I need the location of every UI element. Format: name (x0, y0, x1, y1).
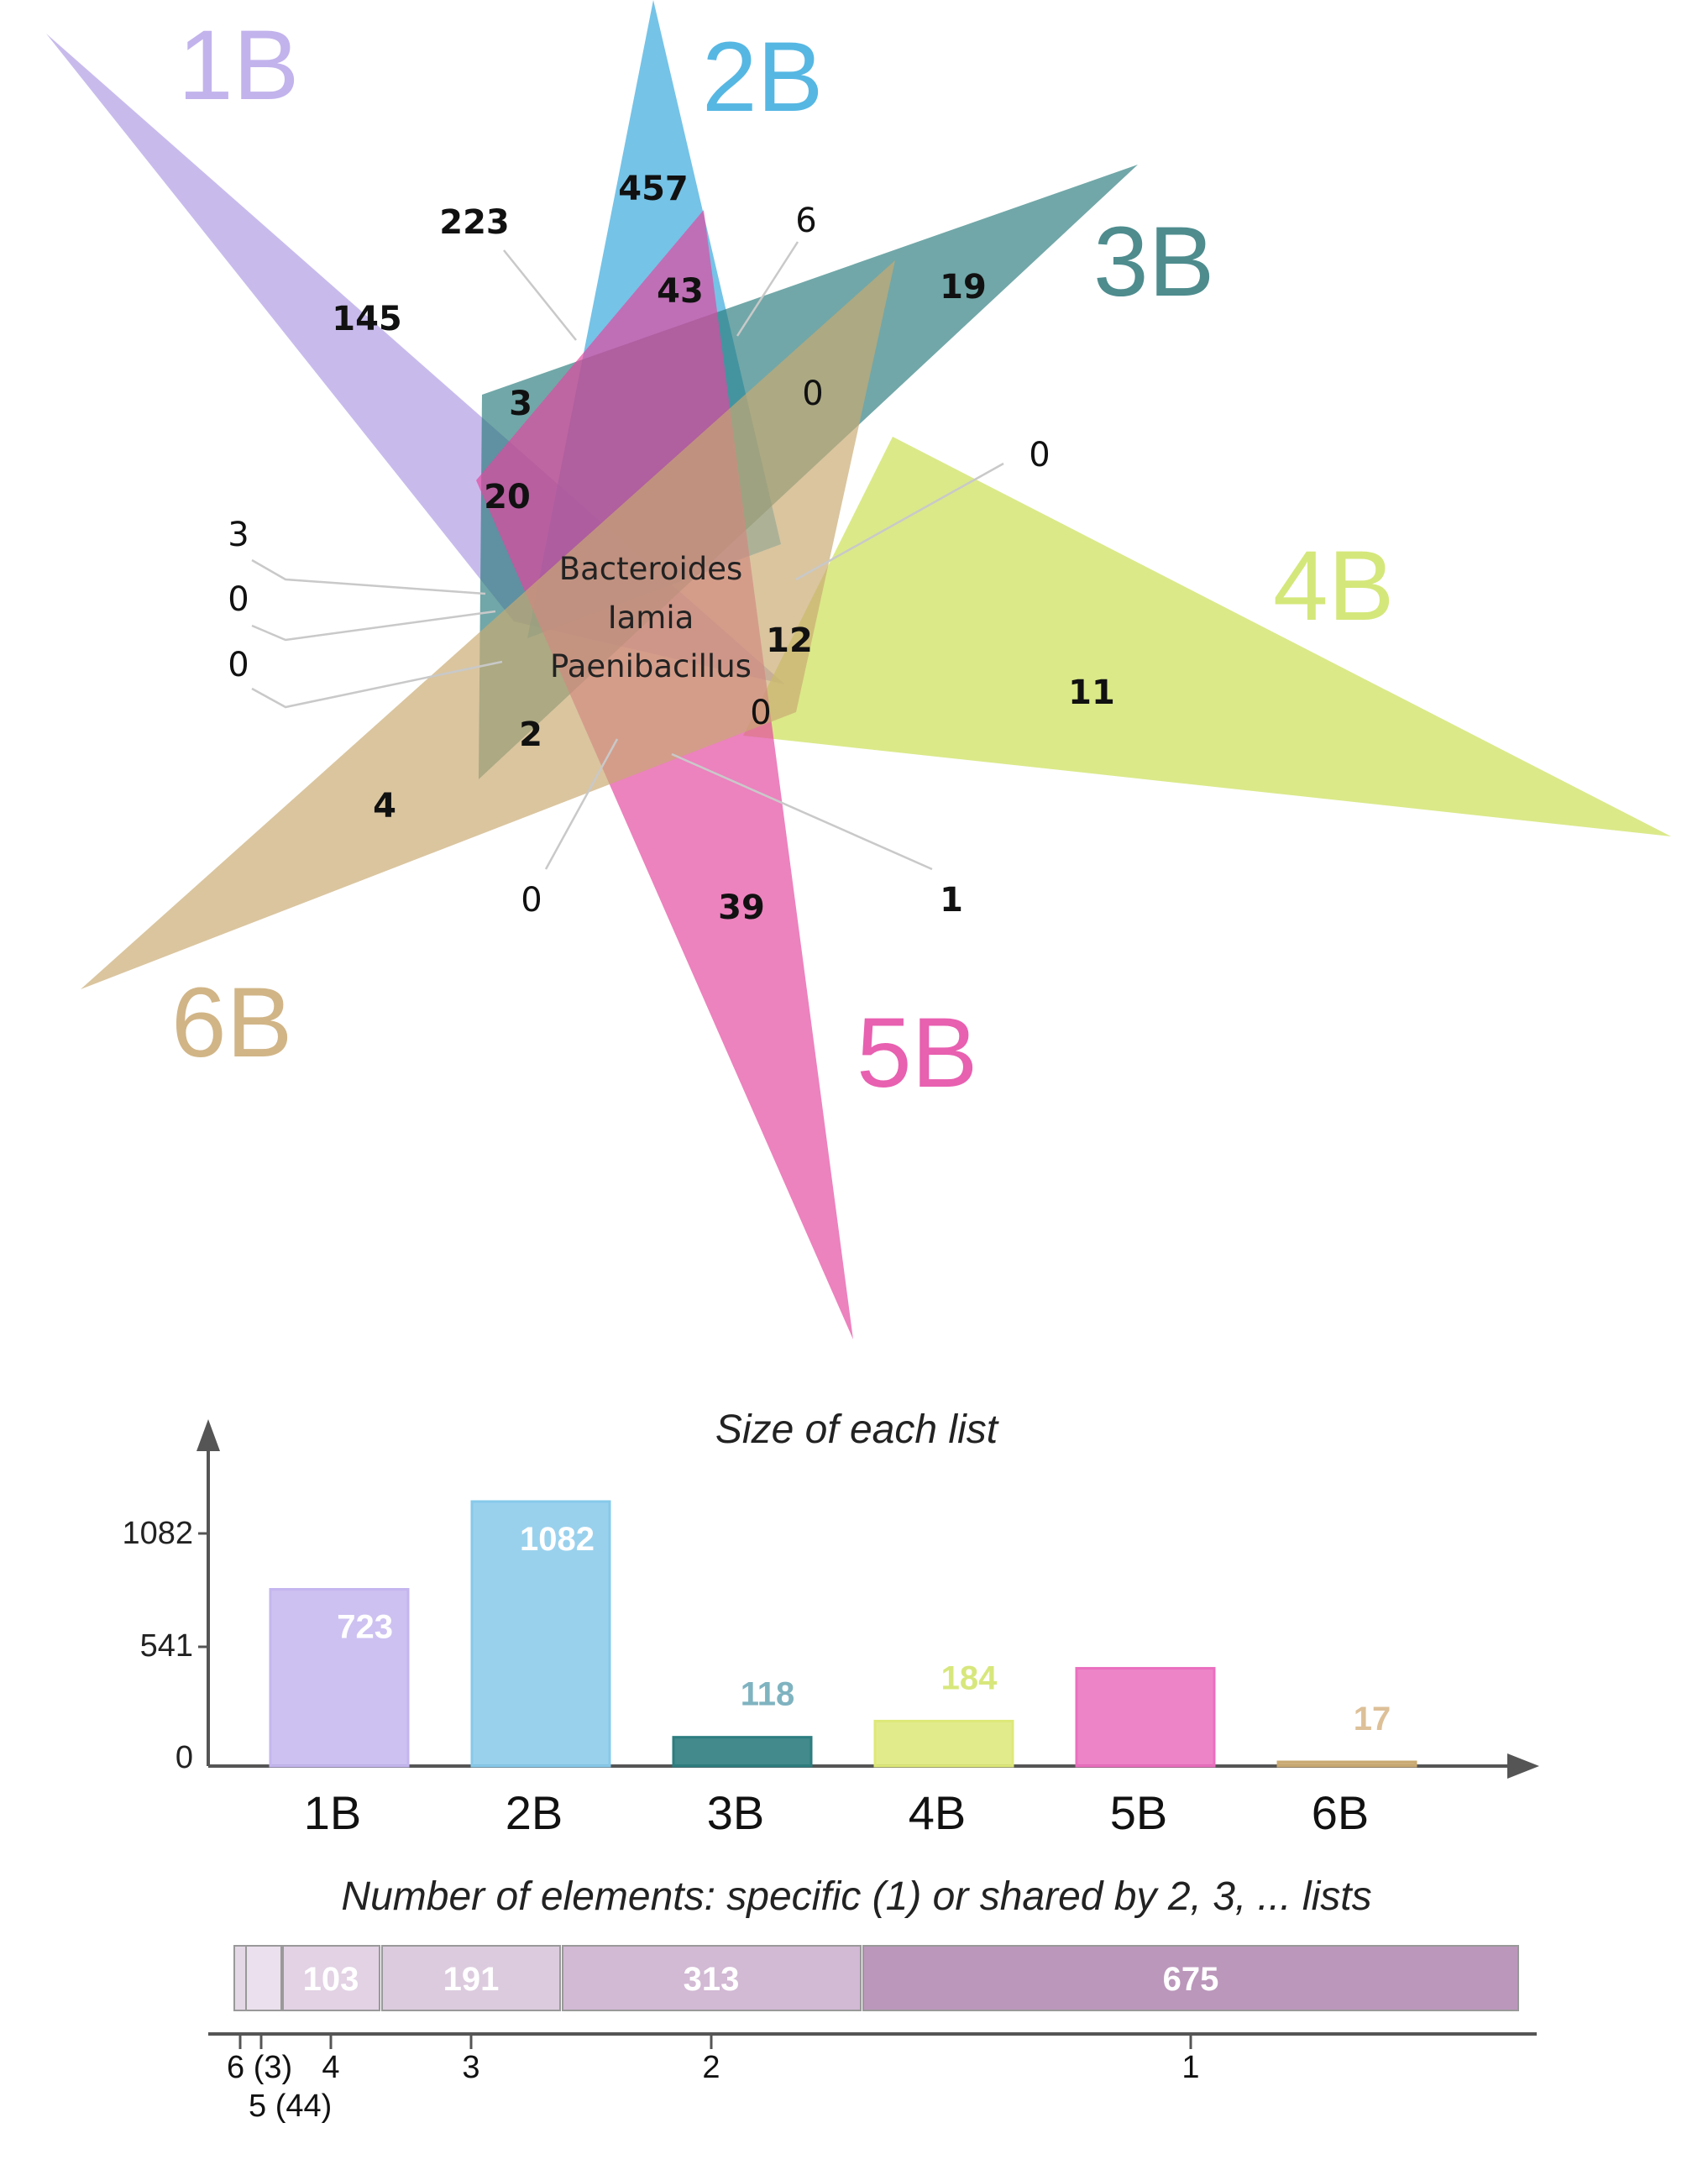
set-label-3B: 3B (1093, 207, 1214, 317)
distribution-segment-1 (862, 1945, 1519, 2011)
bar-category-4B: 4B (909, 1786, 967, 1839)
bar-1B (269, 1588, 410, 1768)
bar-6B (1276, 1760, 1417, 1768)
count-region-223: 223 (439, 203, 510, 242)
distribution-title: Number of elements: specific (1) or shar… (341, 1874, 1371, 1919)
size-chart-y-tick-zero: 0 (176, 1740, 193, 1775)
distribution-tick-marks (238, 2034, 1192, 2049)
bar-value-6B: 17 (1354, 1701, 1391, 1738)
distribution-segment-6 (233, 1945, 247, 2011)
size-chart-y-tick-mid: 541 (140, 1628, 193, 1664)
set-label-2B: 2B (702, 22, 823, 133)
bar-category-5B: 5B (1110, 1786, 1168, 1839)
distribution-value-2: 313 (684, 1961, 740, 1998)
distribution-tick-2: 2 (702, 2050, 720, 2085)
center-element-1: Bacteroides (559, 551, 743, 587)
count-region-43: 43 (657, 272, 704, 311)
set-label-5B: 5B (857, 998, 977, 1109)
bar-3B (672, 1736, 813, 1768)
size-chart-y-arrow (196, 1419, 220, 1451)
bar-5B (1075, 1667, 1216, 1768)
count-region-0-top: 0 (802, 375, 823, 413)
count-region-0-left-a: 0 (228, 580, 249, 619)
distribution-tick-4: 4 (322, 2050, 339, 2085)
bar-2B (470, 1500, 611, 1768)
count-region-0-center: 0 (750, 694, 771, 732)
set-5B-triangle (476, 210, 853, 1339)
distribution-value-4: 103 (303, 1961, 359, 1998)
set-label-6B: 6B (171, 967, 292, 1078)
distribution-segment-2 (562, 1945, 862, 2011)
bar-value-4B: 184 (941, 1659, 998, 1696)
distribution-value-1: 675 (1163, 1961, 1219, 1998)
distribution-chart: Number of elements: specific (1) or shar… (208, 1874, 1537, 2124)
distribution-segment-5 (245, 1945, 282, 2011)
count-region-20: 20 (484, 478, 531, 516)
venn-diagram: 1B 2B 3B 4B 5B 6B 145 457 19 11 39 4 223… (46, 0, 1671, 1339)
size-chart-bars: 723 1B 1082 2B 118 3B 184 4B 400 5B 17 6B (269, 1500, 1417, 1839)
count-region-6: 6 (795, 202, 816, 240)
count-only-5B: 39 (718, 888, 765, 927)
count-region-3-top: 3 (509, 385, 532, 423)
count-region-0-bottom: 0 (521, 881, 542, 920)
set-label-4B: 4B (1273, 531, 1394, 642)
bar-value-2B: 1082 (520, 1521, 595, 1558)
count-only-1B: 145 (332, 300, 402, 338)
center-element-2: Iamia (608, 600, 694, 636)
size-chart: Size of each list 1082 541 0 723 1B 1082 2B… (122, 1407, 1539, 1839)
distribution-tick-5: 5 (44) (249, 2089, 332, 2124)
distribution-tick-1: 1 (1181, 2050, 1199, 2085)
bar-value-1B: 723 (337, 1609, 393, 1646)
count-only-4B: 11 (1068, 674, 1115, 712)
size-chart-title: Size of each list (715, 1407, 999, 1452)
bar-value-5B: 400 (1143, 1607, 1199, 1644)
count-only-2B: 457 (618, 170, 689, 208)
count-region-1: 1 (940, 881, 963, 920)
leader-lines (251, 241, 1004, 871)
bar-category-2B: 2B (506, 1786, 563, 1839)
center-element-3: Paenibacillus (550, 648, 752, 684)
bar-category-1B: 1B (304, 1786, 362, 1839)
count-region-12: 12 (766, 621, 813, 660)
count-region-2: 2 (519, 715, 542, 754)
size-chart-y-tick-max: 1082 (122, 1516, 193, 1551)
distribution-tick-6: 6 (3) (227, 2050, 292, 2085)
distribution-value-3: 191 (443, 1961, 500, 1998)
count-region-0-left-b: 0 (228, 646, 249, 684)
bar-4B (873, 1719, 1014, 1768)
size-chart-x-arrow (1507, 1753, 1539, 1779)
set-4B-triangle (743, 437, 1671, 836)
set-label-1B: 1B (178, 10, 299, 121)
count-only-6B: 4 (373, 787, 396, 826)
distribution-segment-3 (381, 1945, 561, 2011)
count-only-3B: 19 (940, 268, 987, 307)
distribution-tick-3: 3 (462, 2050, 479, 2085)
bar-category-3B: 3B (707, 1786, 765, 1839)
count-region-0-right: 0 (1029, 436, 1050, 474)
distribution-segment-4 (282, 1945, 380, 2011)
bar-value-3B: 118 (741, 1676, 795, 1713)
set-6B-triangle (81, 260, 895, 989)
bar-category-6B: 6B (1312, 1786, 1370, 1839)
count-region-3-left: 3 (228, 516, 249, 554)
